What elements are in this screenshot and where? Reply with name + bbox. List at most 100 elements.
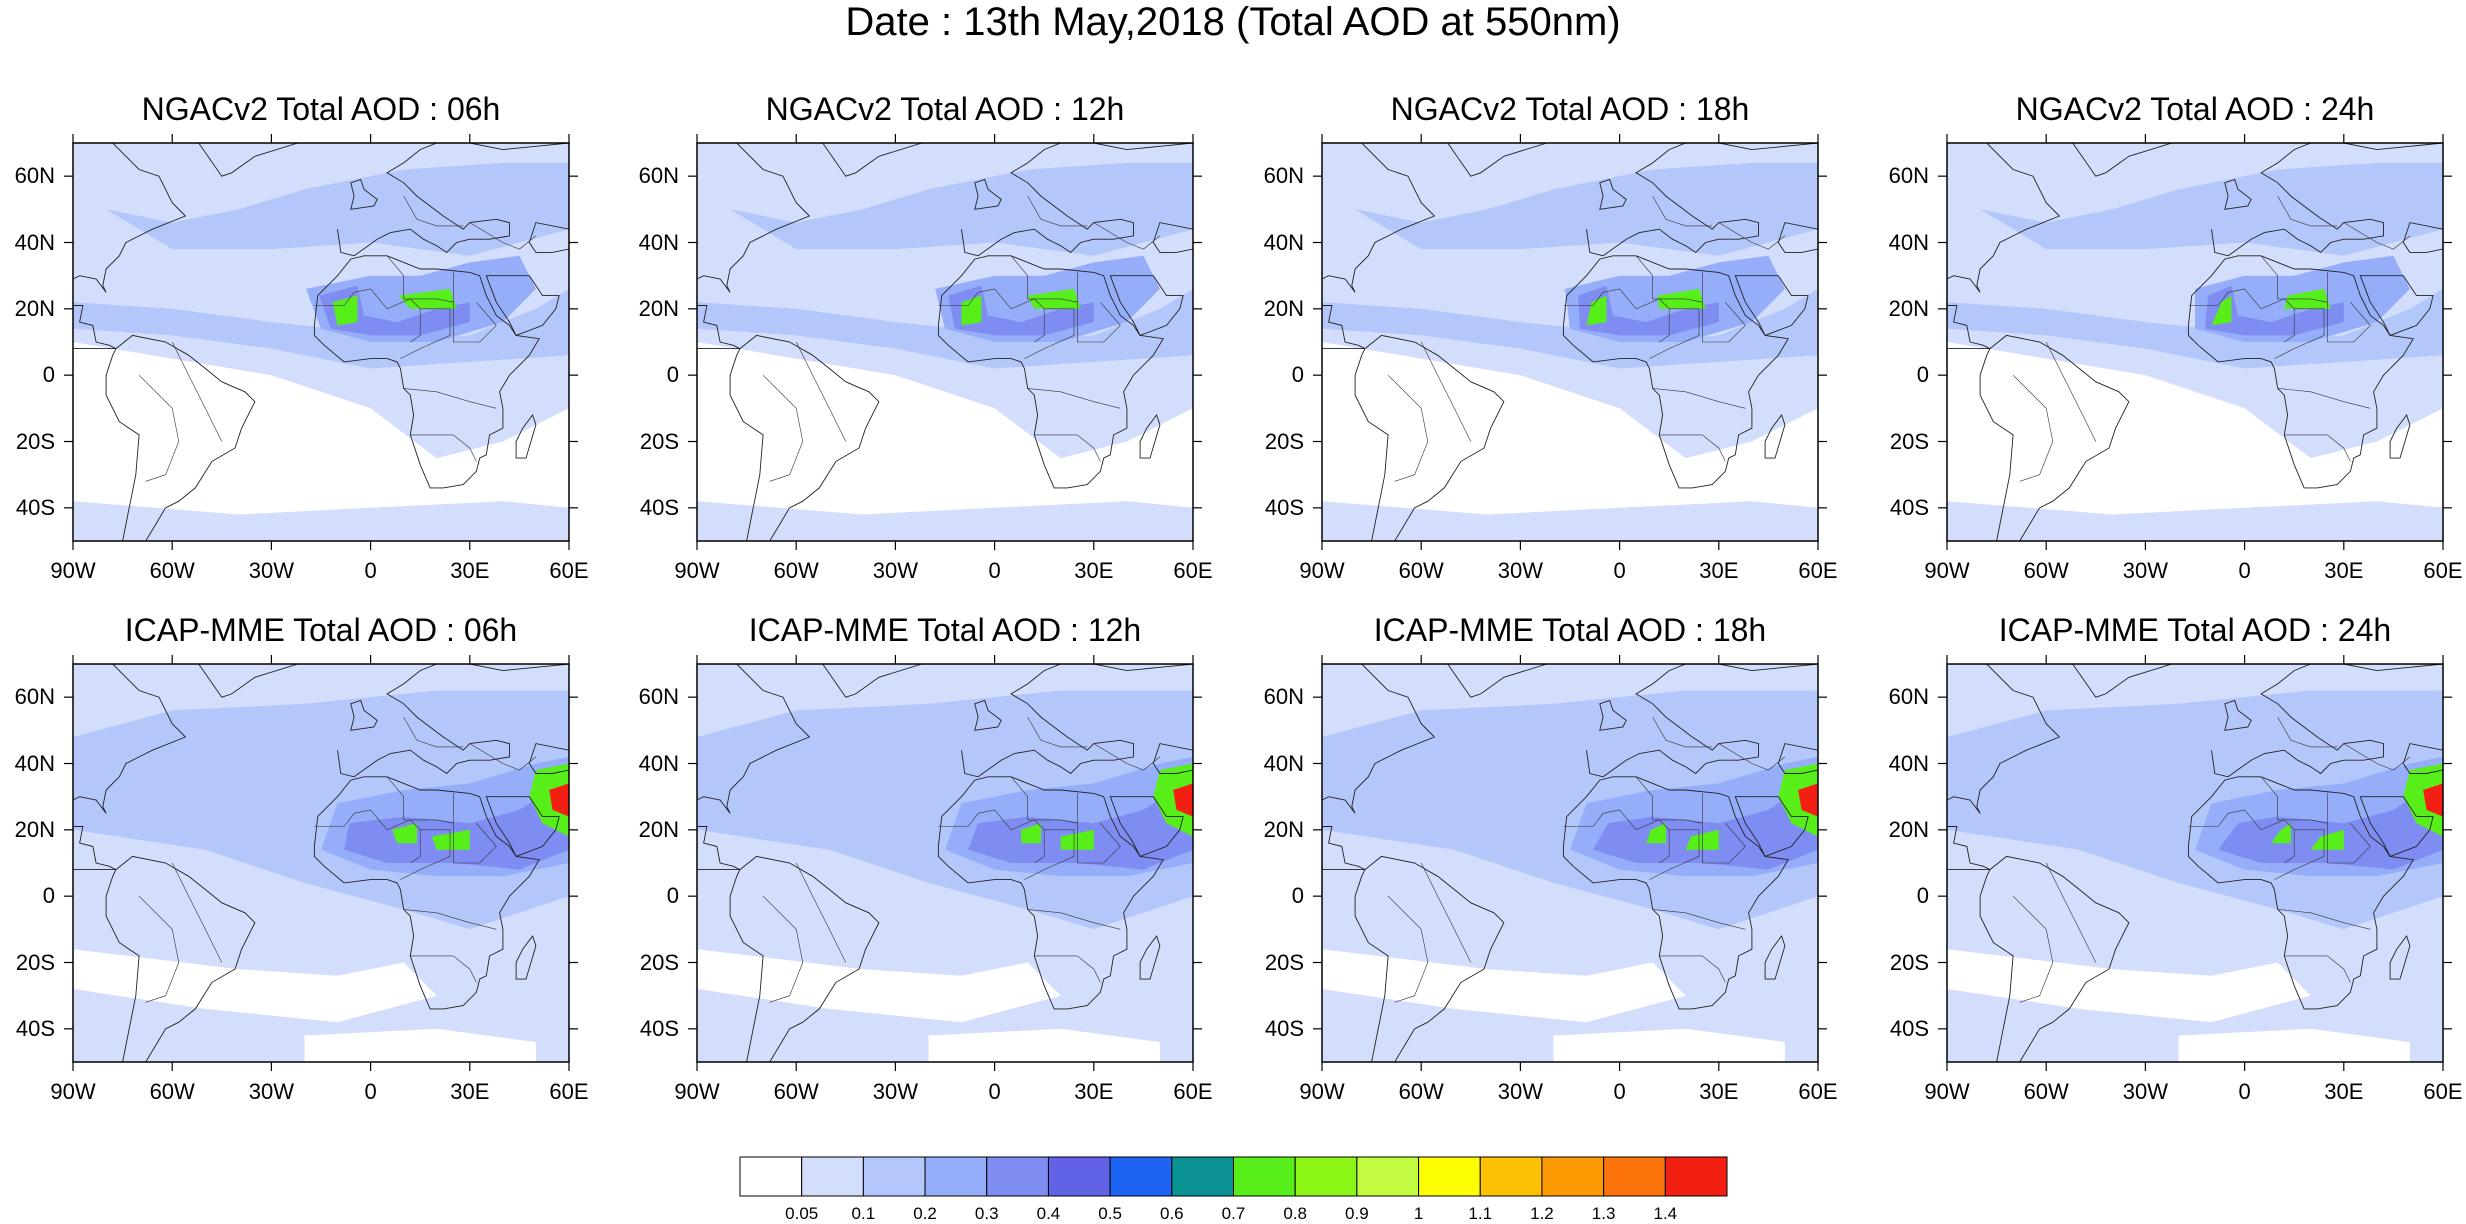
lon-label: 60W bbox=[773, 1079, 819, 1104]
aod-contour bbox=[968, 776, 1193, 870]
lat-label: 20N bbox=[14, 295, 55, 321]
country-border bbox=[2327, 823, 2371, 864]
country-border bbox=[1027, 716, 1088, 748]
country-border bbox=[2260, 255, 2328, 303]
country-border bbox=[1635, 776, 1703, 824]
greenland-iceland bbox=[822, 143, 923, 177]
country-border bbox=[2012, 895, 2054, 1003]
madagascar bbox=[2389, 935, 2411, 980]
aod-field bbox=[73, 664, 569, 1062]
aod-contour bbox=[344, 776, 569, 870]
north-america-coast bbox=[697, 664, 811, 814]
aod-contour bbox=[1947, 501, 2443, 541]
lon-label: 0 bbox=[988, 558, 1001, 583]
lat-label: 20N bbox=[1263, 295, 1304, 321]
lat-label: 0 bbox=[666, 883, 679, 909]
lon-label: 30E bbox=[2324, 558, 2364, 583]
lon-label: 30W bbox=[1497, 558, 1544, 583]
country-border bbox=[762, 374, 804, 482]
aod-contour bbox=[1593, 776, 1818, 870]
aod-contour bbox=[1021, 823, 1041, 844]
lon-label: 30E bbox=[1699, 558, 1739, 583]
colorbar-label: 0.9 bbox=[1345, 1204, 1369, 1223]
aod-field bbox=[1947, 664, 2443, 1062]
country-border bbox=[1420, 862, 1472, 963]
map-panel-5 bbox=[64, 655, 578, 1071]
colorbar-swatch bbox=[862, 1156, 926, 1197]
colorbar-swatch bbox=[1541, 1156, 1605, 1197]
aod-contour bbox=[2218, 776, 2443, 870]
country-border bbox=[1563, 288, 1670, 343]
colorbar-label: 1.2 bbox=[1530, 1204, 1554, 1223]
colorbar-label: 1.4 bbox=[1653, 1204, 1678, 1223]
lat-label: 0 bbox=[42, 362, 55, 388]
aod-contour bbox=[1553, 1028, 1785, 1062]
africa-coast bbox=[313, 776, 540, 1010]
madagascar bbox=[1764, 935, 1786, 980]
greenland-iceland bbox=[198, 664, 299, 698]
country-border bbox=[410, 434, 477, 462]
lon-label: 30E bbox=[2324, 1079, 2364, 1104]
country-border bbox=[1652, 716, 1713, 748]
lon-label: 60W bbox=[1398, 558, 1444, 583]
arabia-coast bbox=[1109, 796, 1184, 857]
europe-coast bbox=[1586, 664, 1818, 778]
aod-field bbox=[697, 143, 1193, 541]
colorbar-swatch bbox=[1109, 1156, 1173, 1197]
lat-label: 60N bbox=[1263, 684, 1304, 710]
panel-title: NGACv2 Total AOD : 24h bbox=[2015, 91, 2375, 127]
country-border bbox=[1652, 195, 1713, 227]
colorbar-swatch bbox=[1664, 1156, 1728, 1197]
aod-contour bbox=[73, 949, 437, 1023]
country-border bbox=[1077, 823, 1121, 864]
uk-coast bbox=[2224, 178, 2252, 210]
north-america-coast bbox=[1322, 143, 1436, 293]
madagascar bbox=[2389, 414, 2411, 459]
country-border bbox=[2274, 829, 2325, 880]
europe-coast bbox=[337, 143, 569, 257]
country-border bbox=[314, 288, 421, 343]
aod-contour bbox=[2423, 783, 2443, 817]
lat-label: 40N bbox=[638, 750, 679, 776]
caribbean-central bbox=[697, 826, 741, 871]
lon-label: 60W bbox=[2023, 1079, 2069, 1104]
lon-label: 0 bbox=[2238, 1079, 2251, 1104]
lon-label: 60E bbox=[2423, 558, 2463, 583]
country-border bbox=[795, 341, 847, 442]
madagascar bbox=[515, 414, 537, 459]
aod-contour bbox=[431, 829, 470, 850]
country-border bbox=[1077, 302, 1121, 343]
panel-title: ICAP-MME Total AOD : 06h bbox=[124, 612, 518, 648]
lat-label: 20S bbox=[15, 428, 55, 454]
country-border bbox=[1649, 308, 1700, 359]
south-america-coast bbox=[729, 855, 880, 1062]
south-america-coast bbox=[1354, 334, 1505, 541]
greenland-iceland bbox=[1447, 143, 1548, 177]
colorbar bbox=[739, 1156, 1728, 1197]
colorbar-swatch bbox=[1418, 1156, 1481, 1197]
country-border bbox=[1420, 341, 1472, 442]
country-border bbox=[403, 388, 497, 409]
map-frame bbox=[72, 663, 570, 1063]
lat-label: 40N bbox=[14, 750, 55, 776]
arabia-coast bbox=[1109, 275, 1184, 336]
lon-label: 90W bbox=[1299, 1079, 1345, 1104]
country-border bbox=[400, 308, 451, 359]
country-border bbox=[2045, 862, 2097, 963]
country-border bbox=[386, 776, 454, 824]
country-border bbox=[1563, 809, 1670, 864]
country-border bbox=[469, 743, 537, 771]
colorbar-label: 0.1 bbox=[851, 1204, 876, 1223]
lat-label: 40S bbox=[1889, 1015, 1929, 1041]
colorbar-swatch bbox=[1233, 1156, 1296, 1197]
caribbean-central bbox=[73, 826, 117, 871]
country-border bbox=[1024, 829, 1075, 880]
lat-label: 60N bbox=[1888, 163, 1929, 189]
aod-contour bbox=[89, 408, 569, 502]
colorbar-label: 0.7 bbox=[1221, 1204, 1246, 1223]
lat-label: 20N bbox=[638, 816, 679, 842]
lat-label: 40S bbox=[15, 494, 55, 520]
arabia-coast bbox=[485, 275, 560, 336]
lat-label: 40N bbox=[1263, 750, 1304, 776]
lat-label: 40S bbox=[1264, 1015, 1304, 1041]
